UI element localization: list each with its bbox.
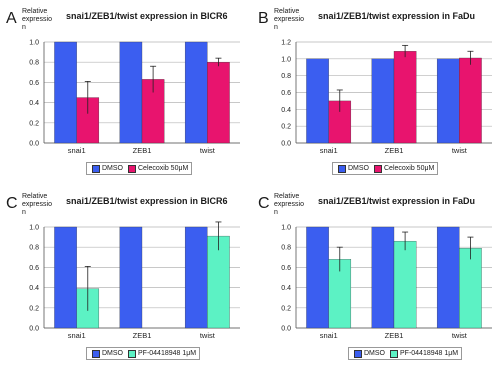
y-axis-label: Relative expressio n xyxy=(274,193,304,216)
legend: DMSO PF-04418948 1μM xyxy=(348,347,463,360)
x-tick-label: snai1 xyxy=(68,146,86,155)
bar-chart-a: 0.0 0.2 0.4 0.6 0.8 1.0 snai1 ZEB1 twist xyxy=(29,40,240,155)
chart-panel-c-bicr6: C Relative expressio n snai1/ZEB1/twist … xyxy=(0,185,245,365)
y-tick-label: 0.4 xyxy=(29,285,39,292)
legend-label-pf: PF-04418948 1μM xyxy=(138,350,197,357)
y-tick-label: 0.8 xyxy=(29,245,39,252)
bar-chart-b: 0.0 0.2 0.4 0.6 0.8 1.0 1.2 snai1 ZEB1 twist xyxy=(281,40,492,155)
legend-swatch-dmso xyxy=(338,164,346,173)
bar-dmso-twist xyxy=(184,226,208,329)
x-tick-label: ZEB1 xyxy=(133,331,152,340)
legend-label-dmso: DMSO xyxy=(102,350,123,357)
y-tick-label: 0.2 xyxy=(281,124,291,131)
panel-label: C xyxy=(6,195,18,212)
legend-label-celecoxib: Celecoxib 50μM xyxy=(384,165,435,172)
y-tick-label: 0.2 xyxy=(281,305,291,312)
y-axis-label: Relative expressio n xyxy=(274,8,304,31)
legend-swatch-celecoxib xyxy=(374,164,382,173)
chart-title: snai1/ZEB1/twist expression in FaDu xyxy=(318,11,476,21)
chart-panel-a: A Relative expressio n snai1/ZEB1/twist … xyxy=(0,0,245,180)
y-tick-label: 0.0 xyxy=(281,141,291,148)
x-tick-label: twist xyxy=(200,146,216,155)
panel-label: C xyxy=(258,195,270,212)
bar-dmso-twist xyxy=(184,41,208,144)
chart-panel-b: B Relative expressio n snai1/ZEB1/twist … xyxy=(252,0,497,180)
bar-chart-c-bicr6: 0.0 0.2 0.4 0.6 0.8 1.0 snai1 ZEB1 twist xyxy=(29,221,240,340)
y-tick-label: 0.4 xyxy=(281,107,291,114)
x-tick-label: ZEB1 xyxy=(385,146,404,155)
chart-panel-c-fadu: C Relative expressio n snai1/ZEB1/twist … xyxy=(252,185,497,365)
legend-swatch-dmso xyxy=(354,349,362,358)
legend-label-pf: PF-04418948 1μM xyxy=(400,350,459,357)
x-tick-label: snai1 xyxy=(320,146,338,155)
legend-label-celecoxib: Celecoxib 50μM xyxy=(138,165,189,172)
y-tick-label: 0.8 xyxy=(281,73,291,80)
y-tick-label: 0.4 xyxy=(281,285,291,292)
bar-pf-04418948-zeb1 xyxy=(393,240,417,329)
y-tick-label: 0.8 xyxy=(29,60,39,67)
bar-dmso-snai1 xyxy=(306,58,329,144)
panel-label: B xyxy=(258,10,269,27)
x-tick-label: snai1 xyxy=(320,331,338,340)
bar-celecoxib-twist xyxy=(459,57,482,144)
y-tick-label: 0.0 xyxy=(29,326,39,333)
bar-dmso-zeb1 xyxy=(371,58,395,144)
legend-label-dmso: DMSO xyxy=(348,165,369,172)
bar-chart-c-fadu: 0.0 0.2 0.4 0.6 0.8 1.0 snai1 ZEB1 twist xyxy=(281,225,492,340)
bar-dmso-zeb1 xyxy=(119,226,143,329)
y-tick-label: 1.0 xyxy=(281,225,291,232)
bar-pf-04418948-twist xyxy=(459,248,482,329)
bar-dmso-twist xyxy=(436,226,460,329)
y-tick-label: 0.6 xyxy=(281,90,291,97)
y-axis-label: Relative expressio n xyxy=(22,8,52,31)
bar-dmso-snai1 xyxy=(54,226,77,329)
legend-swatch-pf xyxy=(390,349,398,358)
bar-celecoxib-twist xyxy=(207,62,230,144)
y-tick-label: 0.6 xyxy=(281,265,291,272)
legend: DMSO Celecoxib 50μM xyxy=(332,162,439,175)
x-tick-label: twist xyxy=(452,146,468,155)
bar-dmso-twist xyxy=(436,58,460,144)
bar-dmso-snai1 xyxy=(54,41,77,144)
legend: DMSO PF-04418948 1μM xyxy=(86,347,201,360)
bar-dmso-zeb1 xyxy=(371,226,395,329)
legend-label-dmso: DMSO xyxy=(364,350,385,357)
y-tick-label: 0.2 xyxy=(29,305,39,312)
chart-title: snai1/ZEB1/twist expression in BICR6 xyxy=(66,11,228,21)
y-tick-label: 0.4 xyxy=(29,100,39,107)
legend-swatch-dmso xyxy=(92,349,100,358)
panel-label: A xyxy=(6,10,17,27)
y-tick-label: 0.0 xyxy=(29,141,39,148)
chart-title: snai1/ZEB1/twist expression in BICR6 xyxy=(66,196,228,206)
x-tick-label: ZEB1 xyxy=(133,146,152,155)
bar-celecoxib-zeb1 xyxy=(393,51,417,144)
y-tick-label: 1.0 xyxy=(29,225,39,232)
bar-dmso-snai1 xyxy=(306,226,329,329)
y-tick-label: 0.0 xyxy=(281,326,291,333)
y-tick-label: 1.2 xyxy=(281,40,291,47)
y-tick-label: 0.8 xyxy=(281,245,291,252)
y-tick-label: 0.6 xyxy=(29,265,39,272)
y-tick-label: 0.6 xyxy=(29,80,39,87)
x-tick-label: twist xyxy=(200,331,216,340)
bar-dmso-zeb1 xyxy=(119,41,143,144)
legend: DMSO Celecoxib 50μM xyxy=(86,162,193,175)
legend-swatch-celecoxib xyxy=(128,164,136,173)
legend-swatch-dmso xyxy=(92,164,100,173)
y-tick-label: 0.2 xyxy=(29,120,39,127)
legend-swatch-pf xyxy=(128,349,136,358)
legend-label-dmso: DMSO xyxy=(102,165,123,172)
chart-title: snai1/ZEB1/twist expression in FaDu xyxy=(318,196,476,206)
y-tick-label: 1.0 xyxy=(29,40,39,47)
y-axis-label: Relative expressio n xyxy=(22,193,52,216)
x-tick-label: snai1 xyxy=(68,331,86,340)
x-tick-label: twist xyxy=(452,331,468,340)
x-tick-label: ZEB1 xyxy=(385,331,404,340)
y-tick-label: 1.0 xyxy=(281,56,291,63)
